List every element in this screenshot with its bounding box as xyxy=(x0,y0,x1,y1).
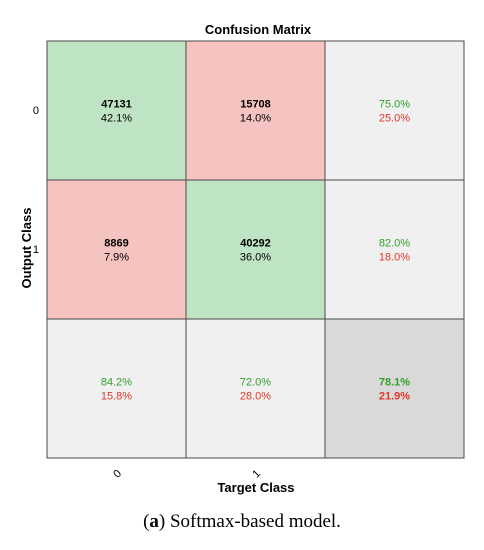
matrix-cell-1-2 xyxy=(324,179,465,320)
cell-percent-0-0: 42.1% xyxy=(101,113,132,125)
cell-percent-1-1: 36.0% xyxy=(240,252,271,264)
confusion-matrix-chart: Confusion Matrix 47131 42.1% 15708 14.0% 75.… xyxy=(19,22,465,495)
summary-correct-2-0: 84.2% xyxy=(101,377,132,389)
x-tick-label-1: 1 xyxy=(250,468,263,481)
cell-count-0-1: 15708 xyxy=(240,99,271,111)
summary-error-2-1: 28.0% xyxy=(240,391,271,403)
cell-percent-1-0: 7.9% xyxy=(104,252,129,264)
summary-error-0-2: 25.0% xyxy=(379,113,410,125)
matrix-cell-0-0 xyxy=(46,40,187,181)
matrix-cell-2-1 xyxy=(185,318,326,459)
cell-count-1-1: 40292 xyxy=(240,238,271,250)
matrix-cell-0-2 xyxy=(324,40,465,181)
y-tick-label-1: 1 xyxy=(33,244,39,256)
summary-error-2-0: 15.8% xyxy=(101,391,132,403)
summary-error-2-2: 21.9% xyxy=(379,391,410,403)
x-axis-label: Target Class xyxy=(217,480,294,495)
summary-correct-1-2: 82.0% xyxy=(379,238,410,250)
cell-percent-0-1: 14.0% xyxy=(240,113,271,125)
caption-text: Softmax-based model. xyxy=(165,511,341,532)
matrix-cell-1-0 xyxy=(46,179,187,320)
summary-error-1-2: 18.0% xyxy=(379,252,410,264)
matrix-grid: 47131 42.1% 15708 14.0% 75.0% 25.0% 8869 7.9% 40… xyxy=(46,40,465,459)
matrix-cell-2-0 xyxy=(46,318,187,459)
matrix-cell-1-1 xyxy=(185,179,326,320)
summary-correct-2-1: 72.0% xyxy=(240,377,271,389)
x-tick-label-0: 0 xyxy=(111,468,124,481)
y-tick-label-0: 0 xyxy=(33,105,39,117)
caption-label: a xyxy=(149,511,159,532)
matrix-cell-2-2 xyxy=(324,318,465,459)
chart-title: Confusion Matrix xyxy=(205,22,312,37)
cell-count-0-0: 47131 xyxy=(101,99,132,111)
figure-caption: (a) Softmax-based model. xyxy=(143,511,341,532)
matrix-cell-0-1 xyxy=(185,40,326,181)
y-axis-label: Output Class xyxy=(19,208,34,289)
cell-count-1-0: 8869 xyxy=(104,238,128,250)
summary-correct-2-2: 78.1% xyxy=(379,377,410,389)
summary-correct-0-2: 75.0% xyxy=(379,99,410,111)
